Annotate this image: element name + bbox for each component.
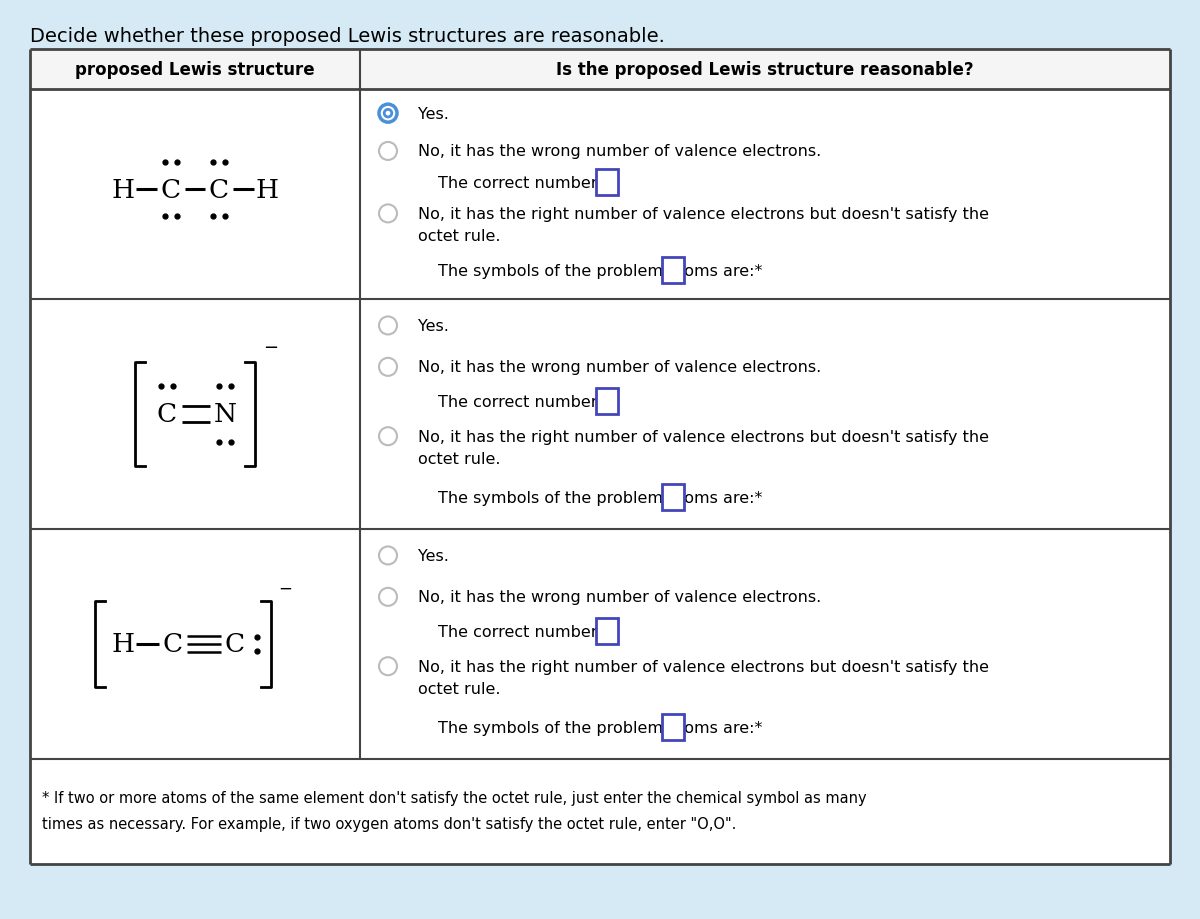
Text: times as necessary. For example, if two oxygen atoms don't satisfy the octet rul: times as necessary. For example, if two … (42, 816, 737, 831)
Bar (662, 257, 684, 284)
Bar (662, 714, 684, 741)
Text: Is the proposed Lewis structure reasonable?: Is the proposed Lewis structure reasonab… (556, 61, 974, 79)
Bar (596, 389, 618, 414)
Text: C: C (161, 177, 181, 202)
Text: C: C (157, 402, 178, 427)
Text: Decide whether these proposed Lewis structures are reasonable.: Decide whether these proposed Lewis stru… (30, 27, 665, 46)
Text: C: C (163, 632, 184, 657)
Text: C: C (224, 632, 245, 657)
Text: The correct number is:: The correct number is: (438, 394, 620, 409)
Text: H: H (112, 632, 134, 657)
Text: No, it has the wrong number of valence electrons.: No, it has the wrong number of valence e… (418, 360, 821, 375)
Text: No, it has the right number of valence electrons but doesn't satisfy the: No, it has the right number of valence e… (418, 207, 989, 221)
Bar (30, 50, 1170, 90)
Text: No, it has the right number of valence electrons but doesn't satisfy the: No, it has the right number of valence e… (418, 429, 989, 444)
Text: The correct number is:: The correct number is: (438, 176, 620, 191)
Bar (662, 484, 684, 511)
Text: No, it has the right number of valence electrons but doesn't satisfy the: No, it has the right number of valence e… (418, 659, 989, 674)
Text: octet rule.: octet rule. (418, 681, 500, 696)
Text: proposed Lewis structure: proposed Lewis structure (76, 61, 314, 79)
Bar (30, 50, 1170, 864)
Text: Yes.: Yes. (418, 319, 449, 334)
Text: −: − (278, 579, 292, 597)
Bar (596, 170, 618, 197)
Text: −: − (263, 338, 278, 357)
Text: The correct number is:: The correct number is: (438, 624, 620, 639)
Bar (596, 618, 618, 644)
Text: The symbols of the problem atoms are:*: The symbols of the problem atoms are:* (438, 490, 762, 505)
Text: octet rule.: octet rule. (418, 229, 500, 244)
Text: H: H (112, 177, 134, 202)
Text: C: C (209, 177, 229, 202)
Text: octet rule.: octet rule. (418, 451, 500, 466)
Text: Yes.: Yes. (418, 549, 449, 563)
Text: * If two or more atoms of the same element don't satisfy the octet rule, just en: * If two or more atoms of the same eleme… (42, 790, 866, 805)
Text: Yes.: Yes. (418, 107, 449, 121)
Text: H: H (256, 177, 278, 202)
Text: The symbols of the problem atoms are:*: The symbols of the problem atoms are:* (438, 720, 762, 735)
Text: No, it has the wrong number of valence electrons.: No, it has the wrong number of valence e… (418, 590, 821, 605)
Text: No, it has the wrong number of valence electrons.: No, it has the wrong number of valence e… (418, 144, 821, 159)
Text: The symbols of the problem atoms are:*: The symbols of the problem atoms are:* (438, 263, 762, 278)
Text: N: N (214, 402, 236, 427)
